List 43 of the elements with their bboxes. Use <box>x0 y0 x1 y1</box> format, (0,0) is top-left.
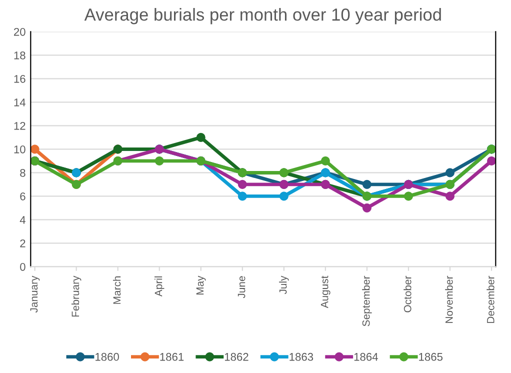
y-tick-label: 12 <box>14 122 26 130</box>
x-tick-label: February <box>71 276 82 317</box>
x-tick-label: October <box>404 276 412 312</box>
point <box>30 144 40 154</box>
point <box>238 180 247 189</box>
y-tick-label: 2 <box>20 239 26 248</box>
point <box>154 156 164 166</box>
point <box>279 192 288 201</box>
x-tick-label: December <box>486 276 494 323</box>
y-tick-label: 10 <box>14 145 26 154</box>
point <box>445 168 455 178</box>
x-tick-label: April <box>154 276 164 297</box>
x-tick-label: May <box>196 276 206 295</box>
legend-label: 1864 <box>354 352 378 361</box>
x-tick-label: March <box>112 276 121 304</box>
point <box>196 132 206 142</box>
chart-title: Average burials per month over 10 year period <box>84 8 441 24</box>
y-tick-label: 0 <box>20 262 26 271</box>
x-tick-label: July <box>279 276 289 294</box>
point <box>362 180 372 189</box>
point <box>445 192 455 201</box>
y-tick-label: 18 <box>14 51 26 60</box>
point <box>238 192 247 201</box>
point <box>362 203 372 212</box>
y-tick-label: 16 <box>14 74 26 83</box>
y-tick-label: 6 <box>20 192 26 200</box>
legend-label: 1860 <box>96 352 119 361</box>
point <box>404 192 413 201</box>
y-tick-label: 14 <box>14 98 26 106</box>
legend-label: 1862 <box>224 352 248 361</box>
x-tick-label: August <box>320 276 330 308</box>
y-tick-label: 20 <box>14 28 26 36</box>
legend-label: 1861 <box>160 352 184 361</box>
x-tick-label: June <box>238 276 246 298</box>
x-tick-label: September <box>362 276 372 326</box>
legend-label: 1863 <box>290 352 314 361</box>
x-tick-label: January <box>30 276 40 313</box>
legend-label: 1865 <box>419 352 443 361</box>
y-tick-label: 4 <box>20 216 26 224</box>
x-tick-label: November <box>445 276 453 323</box>
point <box>320 156 330 166</box>
point <box>487 156 496 166</box>
y-tick-label: 8 <box>20 168 26 177</box>
